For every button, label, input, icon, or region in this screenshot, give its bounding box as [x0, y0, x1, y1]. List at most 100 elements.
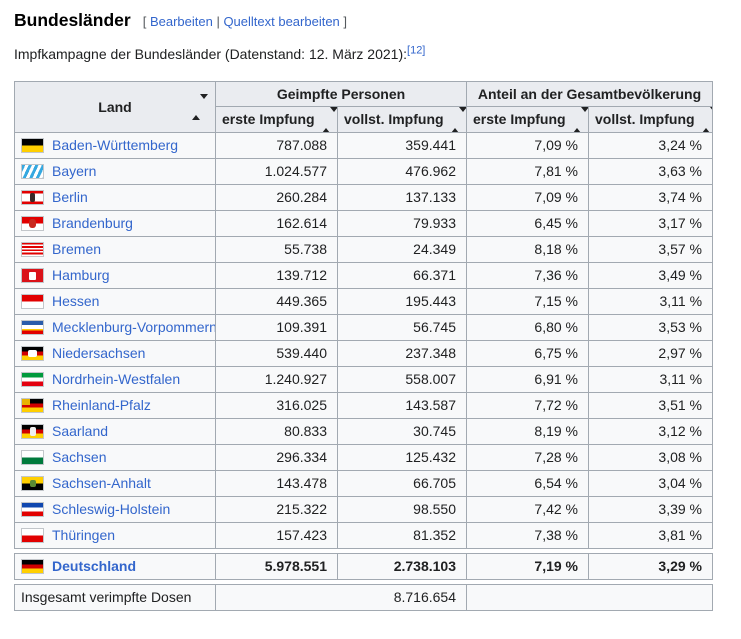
table-row: Sachsen-Anhalt 143.478 66.705 6,54 % 3,04 % [14, 470, 714, 498]
state-link[interactable]: Nordrhein-Westfalen [52, 371, 181, 388]
table-caption-text: Impfkampagne der Bundesländer (Datenstan… [14, 44, 741, 62]
cell-erste-impfung: 316.025 [215, 392, 338, 420]
column-header-vollst-impfung-1[interactable]: vollst. Impfung [337, 105, 467, 134]
cell-land: Niedersachsen [14, 340, 216, 368]
cell-erste-impfung-anteil: 7,19 % [466, 553, 589, 581]
cell-erste-impfung: 80.833 [215, 418, 338, 446]
flag-icon [21, 268, 44, 284]
cell-erste-impfung: 296.334 [215, 444, 338, 472]
cell-erste-impfung: 539.440 [215, 340, 338, 368]
table-row: Nordrhein-Westfalen 1.240.927 558.007 6,91 … [14, 366, 714, 394]
caption-label: Impfkampagne der Bundesländer (Datenstan… [14, 46, 408, 62]
column-header-land[interactable]: Land [14, 80, 216, 134]
cell-erste-impfung-anteil: 6,54 % [466, 470, 589, 498]
table-row: Niedersachsen 539.440 237.348 6,75 % 2,97 % [14, 340, 714, 368]
cell-erste-impfung-anteil: 7,72 % [466, 392, 589, 420]
sort-icon[interactable] [321, 107, 337, 132]
cell-land: Baden-Württemberg [14, 132, 216, 160]
cell-erste-impfung: 5.978.551 [215, 553, 338, 581]
cell-erste-impfung: 55.738 [215, 236, 338, 264]
cell-vollst-impfung: 81.352 [337, 522, 467, 550]
state-link[interactable]: Hessen [52, 293, 100, 310]
cell-vollst-impfung-anteil: 3,04 % [587, 470, 714, 498]
edit-source-link[interactable]: Quelltext bearbeiten [223, 14, 340, 29]
flag-emblem [29, 272, 36, 281]
column-header-erste-impfung-2[interactable]: erste Impfung [466, 105, 589, 134]
edit-link[interactable]: Bearbeiten [149, 14, 213, 29]
cell-land: Hessen [14, 288, 216, 316]
flag-icon [21, 528, 44, 544]
doses-empty-cell [466, 584, 713, 612]
cell-land: Brandenburg [14, 210, 216, 238]
cell-erste-impfung-anteil: 7,81 % [466, 158, 589, 186]
state-link[interactable]: Niedersachsen [52, 345, 146, 362]
cell-erste-impfung-anteil: 6,80 % [466, 314, 589, 342]
state-link[interactable]: Schleswig-Holstein [52, 501, 171, 518]
sort-icon[interactable] [701, 107, 712, 132]
state-link[interactable]: Brandenburg [52, 215, 133, 232]
cell-erste-impfung-anteil: 6,75 % [466, 340, 589, 368]
sort-icon[interactable] [192, 94, 208, 121]
flag-icon [21, 346, 44, 362]
state-link-deutschland[interactable]: Deutschland [52, 558, 137, 575]
state-link[interactable]: Berlin [52, 189, 88, 206]
cell-vollst-impfung: 30.745 [337, 418, 467, 446]
cell-vollst-impfung-anteil: 3,74 % [587, 184, 714, 212]
state-link[interactable]: Baden-Württemberg [52, 137, 179, 154]
reference-link[interactable]: [12] [407, 44, 426, 57]
flag-icon [21, 138, 44, 154]
sort-icon[interactable] [450, 107, 466, 132]
table-row: Saarland 80.833 30.745 8,19 % 3,12 % [14, 418, 714, 446]
cell-land: Saarland [14, 418, 216, 446]
flag-icon [21, 450, 44, 466]
table-row: Hessen 449.365 195.443 7,15 % 3,11 % [14, 288, 714, 316]
cell-erste-impfung-anteil: 8,19 % [466, 418, 589, 446]
cell-vollst-impfung-anteil: 3,08 % [587, 444, 714, 472]
state-link[interactable]: Sachsen-Anhalt [52, 475, 151, 492]
cell-erste-impfung: 162.614 [215, 210, 338, 238]
cell-vollst-impfung: 558.007 [337, 366, 467, 394]
cell-vollst-impfung: 476.962 [337, 158, 467, 186]
flag-icon [21, 398, 44, 414]
flag-emblem [30, 480, 36, 488]
bracket-open: [ [142, 14, 150, 29]
cell-vollst-impfung: 143.587 [337, 392, 467, 420]
cell-land: Nordrhein-Westfalen [14, 366, 216, 394]
flag-icon [21, 372, 44, 388]
state-link[interactable]: Sachsen [52, 449, 107, 466]
table-row-deutschland: Deutschland 5.978.551 2.738.103 7,19 % 3… [14, 553, 713, 581]
table-row: Hamburg 139.712 66.371 7,36 % 3,49 % [14, 262, 714, 290]
cell-erste-impfung: 787.088 [215, 132, 338, 160]
flag-icon [21, 242, 44, 258]
state-link[interactable]: Bayern [52, 163, 97, 180]
cell-erste-impfung-anteil: 8,18 % [466, 236, 589, 264]
state-link[interactable]: Bremen [52, 241, 102, 258]
cell-vollst-impfung: 56.745 [337, 314, 467, 342]
state-link[interactable]: Saarland [52, 423, 109, 440]
cell-vollst-impfung-anteil: 2,97 % [587, 340, 714, 368]
column-group-vaccinated: Geimpfte Personen [215, 81, 467, 107]
state-link[interactable]: Mecklenburg-Vorpommern [52, 319, 216, 336]
cell-vollst-impfung-anteil: 3,81 % [587, 522, 714, 550]
sort-icon[interactable] [572, 107, 588, 132]
cell-land: Schleswig-Holstein [14, 496, 216, 524]
column-group-share: Anteil an der Gesamtbevölkerung [465, 81, 714, 107]
cell-erste-impfung: 109.391 [215, 314, 338, 342]
cell-vollst-impfung-anteil: 3,17 % [587, 210, 714, 238]
cell-erste-impfung-anteil: 7,36 % [466, 262, 589, 290]
cell-vollst-impfung-anteil: 3,24 % [587, 132, 714, 160]
column-header-erste-impfung-1[interactable]: erste Impfung [215, 105, 338, 134]
cell-land: Mecklenburg-Vorpommern [14, 314, 216, 342]
column-header-vollst-impfung-2[interactable]: vollst. Impfung [587, 105, 714, 134]
cell-erste-impfung: 1.240.927 [215, 366, 338, 394]
state-link[interactable]: Thüringen [52, 527, 116, 544]
table-subheader-row: erste Impfung vollst. Impfung erste Impf… [15, 105, 714, 134]
state-link[interactable]: Hamburg [52, 267, 110, 284]
state-link[interactable]: Rheinland-Pfalz [52, 397, 151, 414]
table-header-group-row: Land Geimpfte Personen Anteil an der Ges… [14, 80, 714, 134]
cell-vollst-impfung-anteil: 3,63 % [587, 158, 714, 186]
table-row-doses: Insgesamt verimpfte Dosen 8.716.654 [14, 584, 713, 612]
cell-vollst-impfung-anteil: 3,49 % [587, 262, 714, 290]
bracket-close: ] [339, 14, 348, 29]
cell-land: Sachsen-Anhalt [14, 470, 216, 498]
